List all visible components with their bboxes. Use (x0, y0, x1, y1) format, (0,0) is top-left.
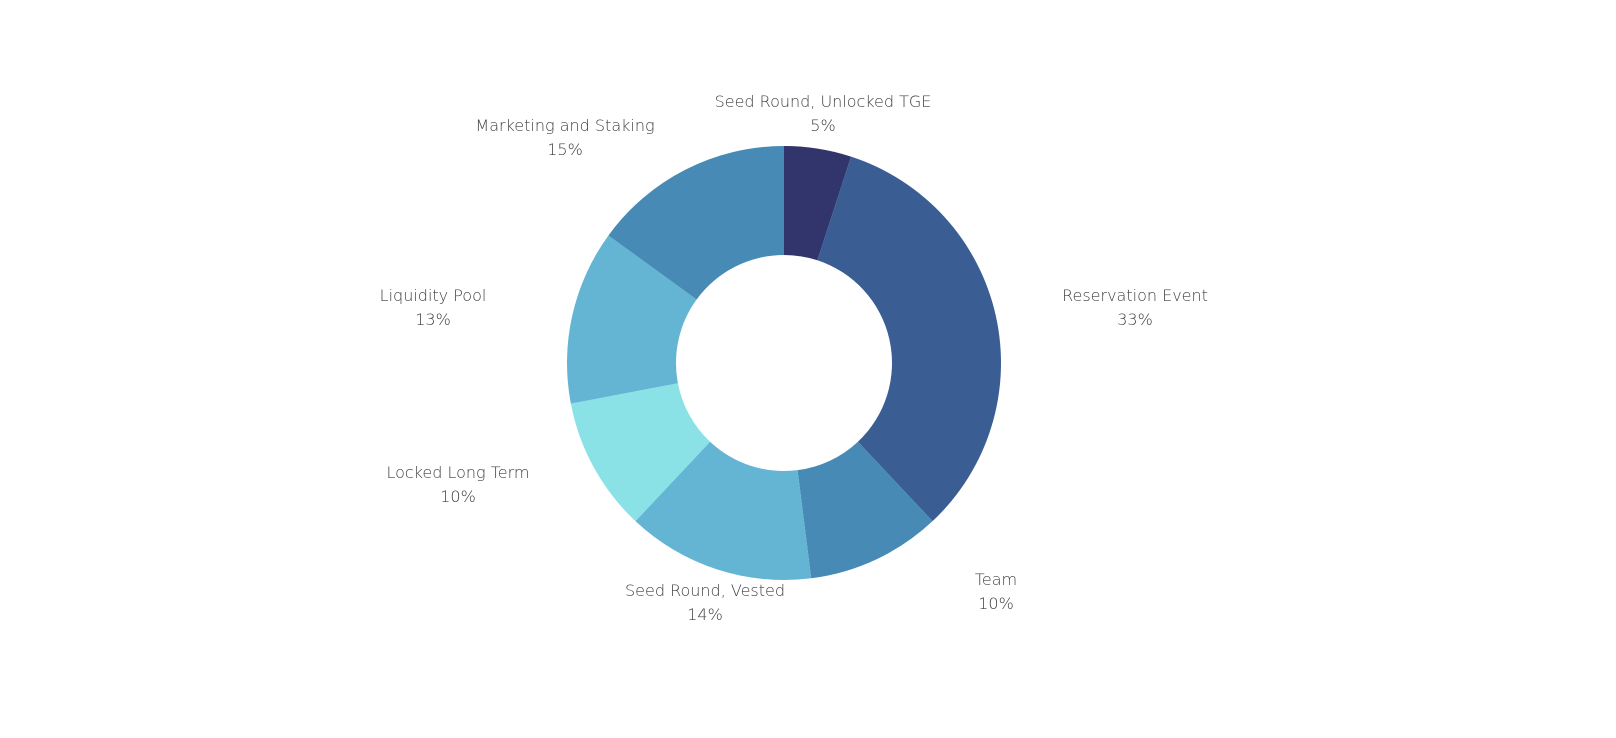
slice-label-value: 33% (1117, 310, 1153, 329)
slice-label: Team 10% (975, 568, 1017, 616)
slice-label-value: 14% (687, 605, 723, 624)
slice-seed-round-vested (635, 441, 812, 580)
slice-liquidity-pool (567, 235, 697, 404)
slice-label-value: 15% (547, 140, 583, 159)
slice-label-value: 5% (810, 116, 836, 135)
slice-label-name: Seed Round, Vested (624, 581, 786, 600)
slice-label: Liquidity Pool 13% (380, 284, 487, 332)
slice-label-value: 13% (415, 310, 451, 329)
slice-label-value: 10% (440, 487, 476, 506)
slice-label: Reservation Event 33% (1062, 284, 1208, 332)
slice-marketing-and-staking (608, 146, 784, 300)
slice-label-name: Liquidity Pool (379, 286, 487, 305)
slice-reservation-event (817, 156, 1001, 522)
slice-label: Seed Round, Vested 14% (625, 579, 785, 627)
slice-locked-long-term (570, 383, 711, 522)
slice-label: Seed Round, Unlocked TGE 5% (715, 90, 932, 138)
slice-label: Marketing and Staking 15% (475, 114, 654, 162)
slice-label-name: Seed Round, Unlocked TGE (714, 92, 932, 111)
slice-label-value: 10% (978, 594, 1014, 613)
slice-label-name: Marketing and Staking (475, 116, 655, 135)
slice-label-name: Locked Long Term (386, 463, 530, 482)
slice-seed-round-unlocked-tge (784, 146, 852, 261)
slice-label-name: Reservation Event (1062, 286, 1208, 305)
slice-label: Locked Long Term 10% (386, 461, 529, 509)
slice-team (797, 441, 933, 579)
slice-label-name: Team (974, 570, 1018, 589)
